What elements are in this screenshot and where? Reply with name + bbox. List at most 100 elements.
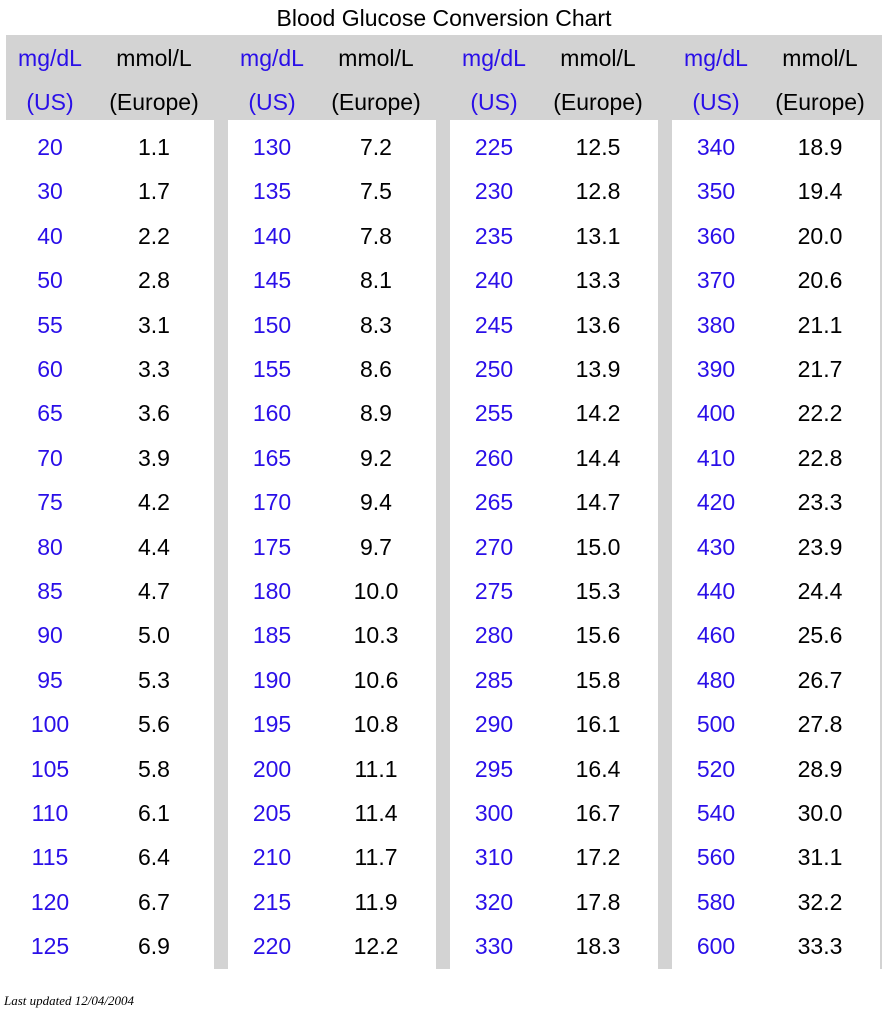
mmol-value: 18.3: [575, 933, 621, 960]
mmol-value: 13.6: [575, 311, 621, 338]
mgdl-value: 400: [696, 400, 736, 427]
mgdl-value: 175: [252, 533, 292, 560]
mgdl-value: 350: [696, 178, 736, 205]
mgdl-value: 80: [37, 533, 63, 560]
mgdl-value: 390: [696, 356, 736, 382]
mgdl-value: 480: [696, 666, 736, 693]
mmol-value: 11.9: [354, 888, 398, 915]
mmol-value: 22.8: [797, 444, 843, 471]
table-header: mg/dL (US) mmol/L (Europe): [228, 35, 436, 120]
mgdl-value: 30: [37, 178, 63, 205]
mgdl-value: 20: [37, 134, 63, 160]
mmol-value: 21.1: [797, 311, 843, 338]
mgdl-value: 250: [474, 356, 514, 382]
mgdl-value: 265: [474, 489, 514, 516]
mmol-value: 27.8: [797, 711, 843, 738]
table-body: 20 1.1 30 1.7 40 2.2 50 2.8 55 3.1 60 3.3 65 3.6 70 3.9…: [6, 120, 214, 969]
mgdl-value: 290: [474, 711, 514, 738]
mgdl-value: 210: [252, 844, 292, 871]
table-body: 130 7.2 135 7.5 140 7.8 145 8.1 150 8.3 155 8.6 160 8…: [228, 120, 436, 969]
mgdl-value: 380: [696, 311, 736, 338]
header-mmol-label: mmol/L: [116, 45, 192, 71]
mgdl-value: 520: [696, 755, 736, 782]
mgdl-value: 85: [37, 578, 63, 604]
mmol-value: 8.3: [360, 311, 392, 338]
header-us-label: (US): [26, 89, 74, 115]
mmol-value: 5.0: [138, 622, 170, 649]
mmol-value: 17.8: [575, 888, 621, 915]
mgdl-value: 95: [37, 666, 63, 693]
mgdl-value: 200: [252, 755, 292, 782]
mmol-value: 5.3: [138, 666, 170, 693]
mmol-value: 30.0: [797, 800, 843, 826]
mgdl-value: 70: [37, 444, 63, 471]
header-mgdl-label: mg/dL: [240, 45, 304, 71]
mgdl-value: 275: [474, 578, 514, 604]
mmol-value: 10.0: [353, 578, 399, 604]
mmol-value: 23.9: [797, 533, 843, 560]
mgdl-value: 100: [30, 711, 70, 738]
page-title: Blood Glucose Conversion Chart: [276, 5, 612, 31]
mgdl-value: 65: [37, 400, 63, 427]
mgdl-value: 360: [696, 222, 736, 249]
mmol-value: 6.1: [138, 800, 170, 826]
mmol-value: 4.2: [138, 489, 170, 516]
mmol-value: 6.7: [138, 888, 170, 915]
mmol-value: 16.1: [575, 711, 621, 738]
mmol-value: 10.6: [353, 666, 399, 693]
mgdl-value: 110: [31, 800, 69, 826]
mmol-value: 6.4: [138, 844, 170, 871]
mmol-value: 4.4: [138, 533, 170, 560]
mmol-value: 14.4: [575, 444, 621, 471]
mmol-value: 15.6: [575, 622, 621, 649]
mmol-value: 11.7: [354, 844, 398, 871]
mmol-value: 1.7: [138, 178, 170, 205]
mgdl-value: 430: [696, 533, 736, 560]
table-block-2: mg/dL (US) mmol/L (Europe) 130 7.2 135 7.5 140 7.…: [228, 35, 436, 969]
mgdl-value: 235: [474, 222, 514, 249]
mgdl-value: 205: [252, 800, 292, 826]
header-mmol-label: mmol/L: [782, 45, 858, 71]
mgdl-value: 90: [37, 622, 63, 649]
mmol-value: 1.1: [138, 134, 170, 160]
mmol-value: 20.6: [797, 267, 843, 294]
mgdl-value: 115: [31, 844, 69, 871]
mmol-value: 13.3: [575, 267, 621, 294]
mgdl-value: 330: [474, 933, 514, 960]
mmol-value: 22.2: [797, 400, 843, 427]
mmol-value: 8.1: [360, 267, 392, 294]
table-header: mg/dL (US) mmol/L (Europe): [6, 35, 214, 120]
mmol-value: 11.1: [354, 755, 398, 782]
mmol-value: 19.4: [797, 178, 843, 205]
header-mmol-label: mmol/L: [560, 45, 636, 71]
mmol-value: 9.2: [360, 444, 392, 471]
mgdl-value: 165: [252, 444, 292, 471]
mgdl-value: 295: [474, 755, 514, 782]
mmol-value: 3.3: [138, 356, 170, 382]
mgdl-value: 370: [696, 267, 736, 294]
table-header: mg/dL (US) mmol/L (Europe): [450, 35, 658, 120]
mmol-value: 9.7: [360, 533, 392, 560]
table-body: 340 18.9 350 19.4 360 20.0 370 20.6 380 21.1 390 21…: [672, 120, 880, 969]
mmol-value: 2.8: [138, 267, 170, 294]
mmol-value: 7.5: [360, 178, 392, 205]
mmol-value: 15.0: [575, 533, 621, 560]
mmol-value: 10.8: [353, 711, 399, 738]
mmol-value: 14.2: [575, 400, 621, 427]
header-mgdl-label: mg/dL: [18, 45, 82, 71]
header-us-label: (US): [248, 89, 296, 115]
mgdl-value: 160: [252, 400, 292, 427]
mgdl-value: 460: [696, 622, 736, 649]
mmol-value: 15.3: [575, 578, 621, 604]
mgdl-value: 135: [252, 178, 292, 205]
mgdl-value: 300: [474, 800, 514, 826]
mgdl-value: 180: [252, 578, 292, 604]
mgdl-value: 340: [696, 134, 736, 160]
mgdl-value: 440: [696, 578, 736, 604]
mmol-value: 2.2: [138, 222, 170, 249]
mgdl-value: 130: [252, 134, 292, 160]
mgdl-value: 155: [252, 356, 292, 382]
header-europe-label: (Europe): [775, 89, 865, 115]
mgdl-value: 270: [474, 533, 514, 560]
mgdl-value: 55: [37, 311, 63, 338]
